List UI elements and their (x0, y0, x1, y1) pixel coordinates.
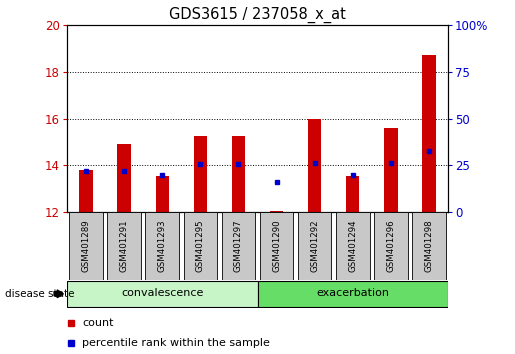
Text: GSM401296: GSM401296 (386, 220, 396, 272)
Bar (384, 128, 398, 212)
Bar (260, 212, 294, 280)
Text: GSM401293: GSM401293 (158, 220, 167, 272)
Bar (117, 144, 131, 212)
Title: GDS3615 / 237058_x_at: GDS3615 / 237058_x_at (169, 7, 346, 23)
Bar (412, 212, 446, 280)
Bar (298, 212, 332, 280)
Text: disease state: disease state (5, 289, 75, 299)
Bar (156, 176, 169, 212)
Text: GSM401291: GSM401291 (119, 220, 129, 272)
Bar (308, 119, 321, 212)
Text: exacerbation: exacerbation (316, 288, 389, 298)
Bar (374, 212, 408, 280)
Bar (346, 176, 359, 212)
Text: GSM401292: GSM401292 (310, 220, 319, 272)
Bar (69, 212, 103, 280)
Text: convalescence: convalescence (121, 288, 203, 298)
Text: GSM401290: GSM401290 (272, 220, 281, 272)
Text: percentile rank within the sample: percentile rank within the sample (82, 338, 270, 348)
Text: GSM401295: GSM401295 (196, 220, 205, 272)
Text: GSM401298: GSM401298 (424, 220, 434, 272)
Bar (270, 211, 283, 212)
Bar (422, 55, 436, 212)
Text: count: count (82, 318, 114, 329)
Bar (145, 212, 179, 280)
Bar (194, 136, 207, 212)
Bar (232, 136, 245, 212)
Bar (67, 281, 258, 307)
Bar (336, 212, 370, 280)
Bar (107, 212, 141, 280)
Text: GSM401294: GSM401294 (348, 220, 357, 272)
Text: GSM401289: GSM401289 (81, 220, 91, 272)
Bar (221, 212, 255, 280)
Text: GSM401297: GSM401297 (234, 220, 243, 272)
Bar (183, 212, 217, 280)
Bar (79, 170, 93, 212)
Bar (258, 281, 448, 307)
